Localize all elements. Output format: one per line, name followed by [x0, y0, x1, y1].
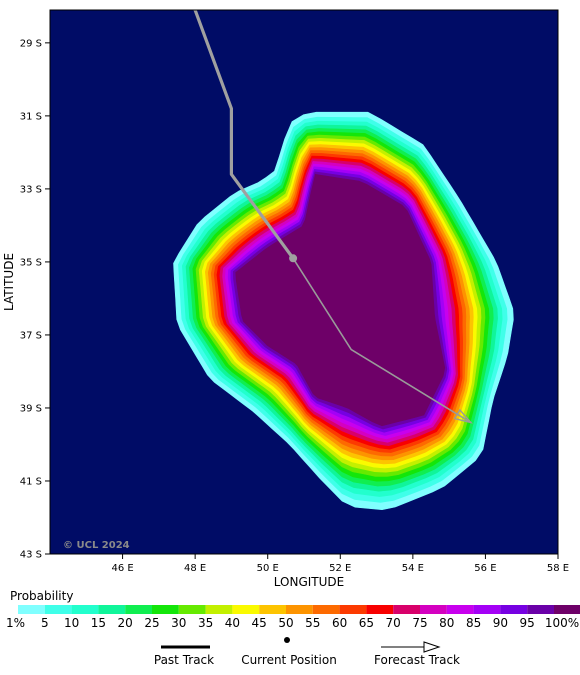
- colorbar-label: 5: [41, 616, 49, 630]
- colorbar-title: Probability: [10, 589, 73, 603]
- x-tick-label: 48 E: [184, 563, 206, 574]
- colorbar-label: 85: [466, 616, 481, 630]
- y-tick-label: 29 S: [20, 38, 42, 49]
- colorbar-swatch: [152, 605, 179, 614]
- x-tick-label: 58 E: [547, 563, 569, 574]
- probability-contour-21: [235, 174, 446, 427]
- colorbar-swatch: [71, 605, 99, 614]
- colorbar-swatch: [366, 605, 394, 614]
- colorbar-swatch: [18, 605, 45, 614]
- colorbar-swatch: [393, 605, 420, 614]
- colorbar-label: 50: [278, 616, 293, 630]
- x-axis: 46 E 48 E 50 E 52 E 54 E 56 E 58 E: [111, 554, 569, 574]
- y-tick-label: 35 S: [20, 257, 42, 268]
- colorbar-swatch: [232, 605, 260, 614]
- colorbar-label: 65: [359, 616, 374, 630]
- colorbar-label: 70: [386, 616, 401, 630]
- probability-colorbar: 1% 5 10 15 20 25 30 35 40 45 50 55 60 65 70 75 80 85 90 95 1…: [6, 605, 580, 630]
- colorbar-label: 15: [91, 616, 106, 630]
- current-position-key-dot: [284, 637, 290, 643]
- colorbar-label: 30: [171, 616, 186, 630]
- y-tick-label: 37 S: [20, 330, 42, 341]
- x-axis-title: LONGITUDE: [274, 575, 344, 589]
- colorbar-swatch: [259, 605, 286, 614]
- y-tick-label: 41 S: [20, 476, 42, 487]
- colorbar-label: 1%: [6, 616, 25, 630]
- colorbar-label: 45: [252, 616, 267, 630]
- forecast-track-line: [292, 257, 472, 424]
- y-tick-label: 39 S: [20, 403, 42, 414]
- forecast-track-key-arrowhead: [423, 641, 441, 653]
- colorbar-label: 35: [198, 616, 213, 630]
- colorbar-swatch: [473, 605, 501, 614]
- colorbar-swatch: [98, 605, 126, 614]
- past-track-label: Past Track: [154, 653, 214, 667]
- copyright-label: © UCL 2024: [63, 540, 130, 551]
- colorbar-label: 80: [439, 616, 454, 630]
- x-tick-label: 52 E: [329, 563, 351, 574]
- track-layer: [192, 10, 473, 424]
- colorbar-swatch: [205, 605, 233, 614]
- colorbar-swatch: [286, 605, 313, 614]
- colorbar-swatch: [178, 605, 206, 614]
- current-position-label: Current Position: [241, 653, 337, 667]
- map-frame: [49, 9, 559, 555]
- x-tick-label: 46 E: [111, 563, 133, 574]
- colorbar-swatch: [125, 605, 152, 614]
- y-axis-title: LATITUDE: [2, 253, 16, 311]
- y-axis: 29 S 31 S 33 S 35 S 37 S 39 S 41 S 43 S: [20, 38, 50, 561]
- y-tick-label: 43 S: [20, 550, 42, 561]
- x-tick-label: 54 E: [402, 563, 424, 574]
- colorbar-swatch: [312, 605, 340, 614]
- colorbar-swatch: [44, 605, 72, 614]
- colorbar-label: 95: [520, 616, 535, 630]
- colorbar-label: 75: [412, 616, 427, 630]
- forecast-track-arrowhead: [453, 408, 473, 424]
- track-key: Past Track Current Position Forecast Tra…: [154, 637, 460, 667]
- colorbar-label: 55: [305, 616, 320, 630]
- colorbar-swatch: [420, 605, 447, 614]
- x-tick-label: 56 E: [474, 563, 496, 574]
- colorbar-swatch: [500, 605, 528, 614]
- current-position-marker: [289, 254, 298, 263]
- colorbar-swatch: [554, 605, 580, 614]
- colorbar-label: 90: [493, 616, 508, 630]
- colorbar-label: 25: [144, 616, 159, 630]
- forecast-track-label: Forecast Track: [374, 653, 460, 667]
- colorbar-label: 40: [225, 616, 240, 630]
- colorbar-swatch: [446, 605, 474, 614]
- colorbar-label: 60: [332, 616, 347, 630]
- y-tick-label: 33 S: [20, 184, 42, 195]
- probability-field: [173, 111, 514, 511]
- colorbar-label: 100%: [545, 616, 579, 630]
- colorbar-swatch: [339, 605, 367, 614]
- x-tick-label: 50 E: [257, 563, 279, 574]
- colorbar-label: 10: [64, 616, 79, 630]
- past-track-line: [192, 10, 295, 260]
- colorbar-label: 20: [118, 616, 133, 630]
- colorbar-swatch: [527, 605, 554, 614]
- y-tick-label: 31 S: [20, 111, 42, 122]
